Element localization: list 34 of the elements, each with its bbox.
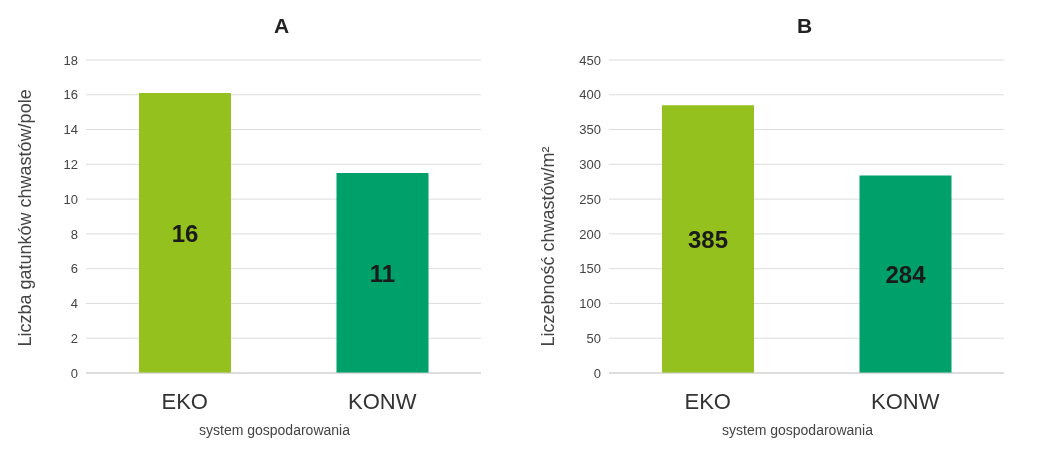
y-tick-label: 150 [579, 261, 601, 277]
data-label: 385 [687, 225, 729, 253]
x-axis-title: system gospodarowania [721, 422, 874, 438]
data-label: 11 [369, 259, 396, 287]
y-tick-label: 100 [579, 296, 601, 312]
y-tick-label: 18 [63, 52, 78, 68]
y-tick-label: 400 [579, 87, 601, 103]
y-axis-title: Liczba gatunków chwastów/pole [15, 89, 36, 347]
y-tick-label: 350 [579, 122, 601, 138]
x-axis-title: system gospodarowania [198, 422, 351, 438]
x-tick-label: KONW [348, 388, 417, 414]
y-tick-label: 0 [593, 365, 601, 381]
y-tick-label: 200 [579, 226, 601, 242]
y-tick-label: 250 [579, 191, 601, 207]
chart-title: B [795, 13, 814, 39]
y-tick-label: 8 [70, 226, 78, 242]
chart-title: A [272, 13, 291, 39]
y-tick-label: 14 [63, 122, 78, 138]
x-tick-label: EKO [684, 388, 731, 414]
data-label: 16 [171, 219, 199, 247]
data-label: 284 [885, 260, 927, 288]
y-tick-label: 6 [70, 261, 78, 277]
y-tick-label: 10 [63, 191, 78, 207]
y-tick-label: 50 [586, 330, 601, 346]
y-tick-label: 0 [70, 365, 78, 381]
y-tick-label: 300 [579, 156, 601, 172]
y-tick-label: 16 [63, 87, 78, 103]
y-tick-label: 4 [70, 296, 78, 312]
y-tick-label: 12 [63, 156, 78, 172]
x-tick-label: EKO [161, 388, 208, 414]
y-axis-title: Liczebność chwastów/m² [538, 146, 559, 347]
y-tick-label: 450 [579, 52, 601, 68]
x-tick-label: KONW [871, 388, 940, 414]
y-tick-label: 2 [70, 330, 78, 346]
